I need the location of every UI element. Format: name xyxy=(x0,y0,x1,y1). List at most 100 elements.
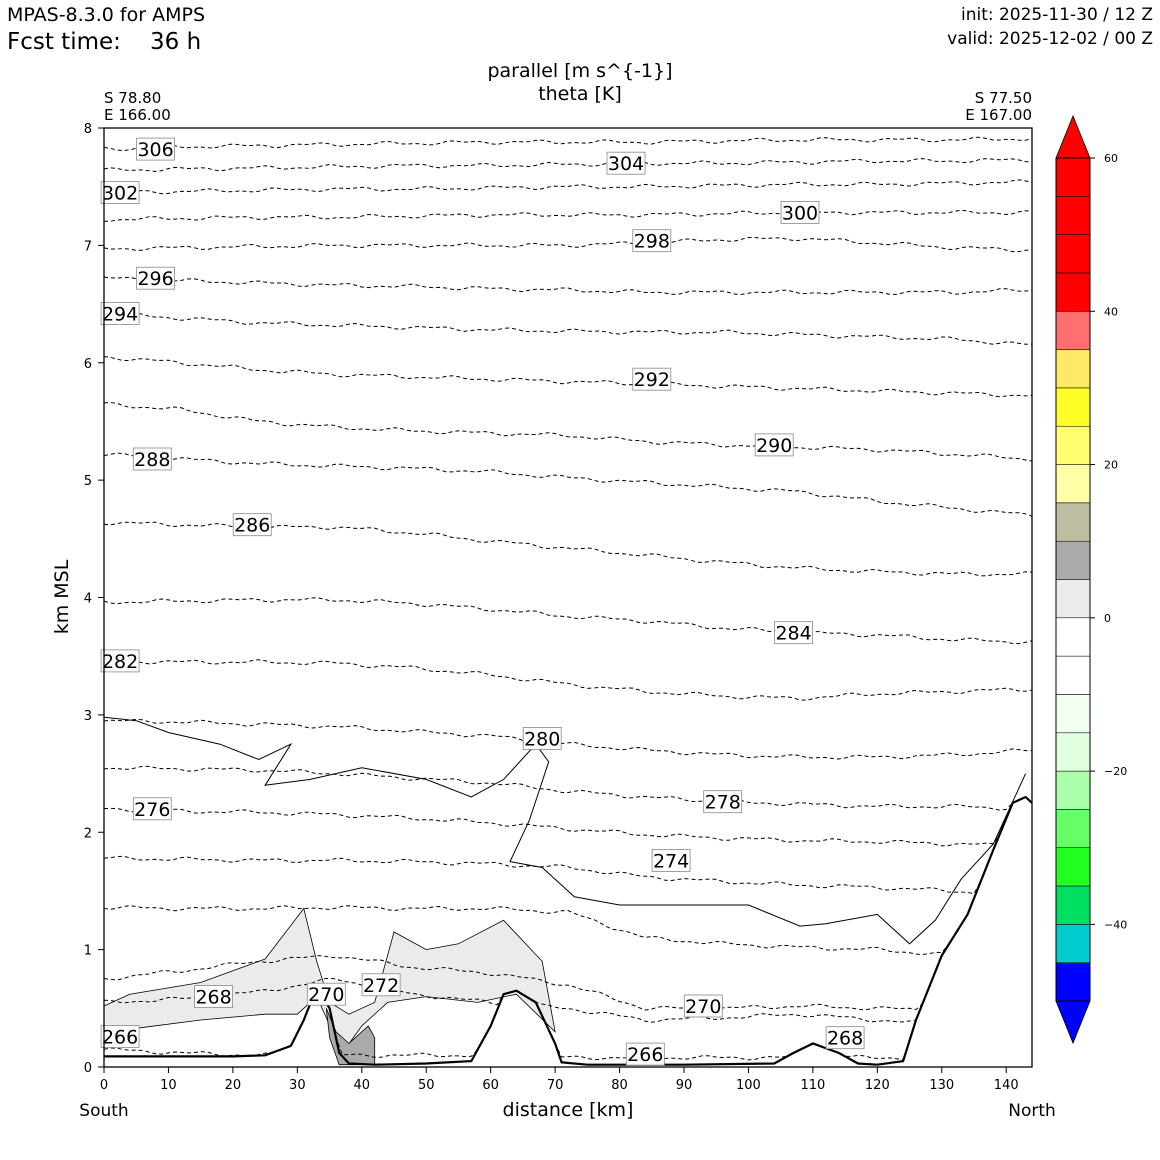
y-tick-label: 3 xyxy=(84,709,92,724)
contour-labels-layer: 306 302 304 300 298 296 294 292 290 288 286 284 282 2… xyxy=(100,137,865,1066)
colorbar-segment xyxy=(1055,540,1091,580)
theta-label: 272 xyxy=(363,975,399,997)
wind-zero-contour xyxy=(103,716,1027,945)
colorbar-segment xyxy=(1055,387,1091,427)
theta-label-box xyxy=(132,797,172,821)
theta-contour-278 xyxy=(103,765,1033,811)
x-tick-label: 130 xyxy=(929,1078,954,1093)
theta-contour-270 xyxy=(103,796,1033,1012)
x-tick-label: 100 xyxy=(736,1078,761,1093)
terrain-line xyxy=(104,795,1033,1066)
colorbar-segment xyxy=(1055,847,1091,887)
colorbar-segment xyxy=(1055,809,1091,848)
theta-label: 274 xyxy=(653,850,689,872)
theta-label-box xyxy=(625,1042,665,1066)
theta-contours-layer xyxy=(103,136,1033,1061)
valid-time: valid: 2025-12-02 / 00 Z xyxy=(947,29,1153,49)
y-tick-label: 4 xyxy=(84,592,92,607)
theta-contour-296 xyxy=(103,276,1033,295)
colorbar-segment xyxy=(1055,349,1091,389)
theta-label-box xyxy=(651,849,691,872)
x-tick-label: 110 xyxy=(800,1078,825,1093)
theta-label: 270 xyxy=(685,996,721,1018)
right-endpoint-lon: E 167.00 xyxy=(965,106,1032,124)
theta-label-box xyxy=(100,649,140,673)
theta-label-box xyxy=(361,973,401,997)
theta-label: 296 xyxy=(137,268,173,290)
colorbar-tick-label: −40 xyxy=(1104,918,1127,931)
theta-label-box xyxy=(522,727,562,750)
theta-label-box xyxy=(100,1025,140,1048)
theta-label-box xyxy=(136,137,176,161)
theta-contour-302 xyxy=(103,179,1033,195)
chart-title-line2: theta [K] xyxy=(538,83,622,105)
theta-label-box xyxy=(136,266,176,290)
theta-label: 300 xyxy=(782,203,818,225)
colorbar-frame xyxy=(1055,157,1091,1002)
colorbar-tick-label: 40 xyxy=(1104,305,1118,318)
x-tick-label: 50 xyxy=(418,1078,435,1093)
theta-contour-272 xyxy=(103,796,1033,956)
theta-label: 298 xyxy=(634,231,670,253)
x-tick-label: 70 xyxy=(547,1078,564,1093)
colorbar-segment xyxy=(1055,732,1091,772)
colorbar-segment xyxy=(1055,962,1091,1002)
theta-label-box xyxy=(306,982,346,1006)
theta-contour-292 xyxy=(103,356,1033,398)
colorbar-segment xyxy=(1055,157,1091,197)
theta-label-box xyxy=(774,621,813,645)
y-tick-label: 2 xyxy=(84,826,92,841)
theta-label: 286 xyxy=(234,515,270,537)
theta-label: 268 xyxy=(195,987,231,1009)
theta-label: 280 xyxy=(524,728,560,750)
theta-contour-298 xyxy=(103,237,1033,253)
theta-label-box xyxy=(754,433,794,457)
colorbar-segment xyxy=(1055,272,1091,312)
colorbar-segment xyxy=(1055,234,1091,274)
theta-label-box xyxy=(825,1026,865,1050)
theta-label-box xyxy=(780,201,820,224)
theta-label-box xyxy=(132,447,172,471)
colorbar-segment xyxy=(1055,770,1091,810)
theta-label: 304 xyxy=(608,153,644,175)
colorbar-max-arrow xyxy=(1055,114,1091,159)
theta-label-box xyxy=(683,994,723,1018)
theta-label: 266 xyxy=(627,1044,663,1066)
x-tick-label: 10 xyxy=(160,1078,177,1093)
x-axis-label: distance [km] xyxy=(502,1099,634,1121)
theta-label-box xyxy=(632,229,672,253)
left-endpoint-lat: S 78.80 xyxy=(104,89,162,107)
theta-label-box xyxy=(194,985,234,1008)
fcst-label: Fcst time: xyxy=(7,29,121,55)
axes-layer: 0 10 20 30 40 50 60 70 80 90 100 110 120 130 140 0 1 2 3 4 5… xyxy=(84,122,1019,1093)
theta-contour-282 xyxy=(103,658,1033,701)
theta-label-box xyxy=(606,151,646,175)
theta-label-box xyxy=(703,790,743,814)
colorbar-tick-label: 20 xyxy=(1104,459,1118,472)
theta-label: 292 xyxy=(634,369,670,391)
theta-contour-300 xyxy=(103,209,1033,222)
theta-label: 288 xyxy=(134,449,170,471)
wind-shade-light xyxy=(103,907,556,1054)
y-tick-label: 7 xyxy=(84,239,92,254)
x-tick-label: 30 xyxy=(289,1078,306,1093)
y-tick-label: 6 xyxy=(84,357,92,372)
theta-label: 306 xyxy=(137,139,173,161)
x-tick-label: 20 xyxy=(225,1078,242,1093)
colorbar-segment xyxy=(1055,311,1091,350)
theta-label: 282 xyxy=(102,651,138,673)
x-tick-label: 0 xyxy=(100,1078,108,1093)
colorbar-tick-label: 60 xyxy=(1104,152,1118,165)
theta-contour-274 xyxy=(103,796,1033,895)
fcst-value: 36 h xyxy=(150,29,202,55)
right-endpoint-lat: S 77.50 xyxy=(974,89,1032,107)
x-tick-label: 80 xyxy=(611,1078,628,1093)
y-tick-label: 5 xyxy=(84,474,92,489)
theta-contour-280 xyxy=(103,718,1032,760)
x-tick-label: 60 xyxy=(482,1078,499,1093)
theta-contour-294 xyxy=(103,312,1033,345)
colorbar-tick-label: 0 xyxy=(1104,612,1111,625)
x-tick-label: 140 xyxy=(994,1078,1019,1093)
colorbar-segment xyxy=(1055,694,1091,734)
theta-contour-304 xyxy=(103,158,1033,173)
